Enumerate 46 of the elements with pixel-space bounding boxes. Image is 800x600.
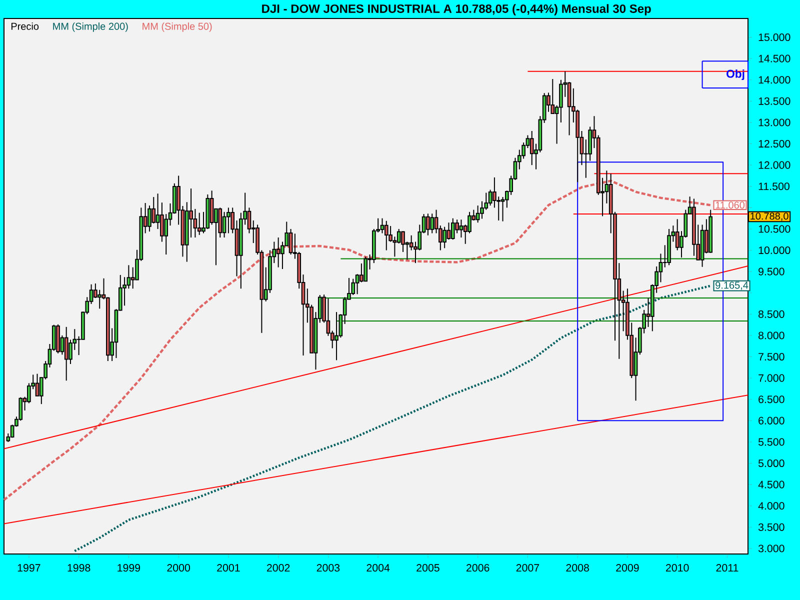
y-tick-label: 11.500 [758,182,790,190]
y-tick-label: 14.000 [758,76,790,84]
y-tick-label: 14.500 [758,54,790,62]
x-tick-label: 2001 [217,564,240,572]
x-tick-label: 2005 [416,564,440,572]
data-label: 11.060 [716,202,745,209]
y-tick-label: 6.500 [758,396,784,404]
x-tick-label: 1999 [118,564,140,572]
y-tick-label: 13.000 [758,118,790,126]
x-tick-label: 2011 [716,564,738,572]
y-tick-label: 9.500 [758,268,784,276]
y-tick-label: 13.500 [758,97,790,105]
data-label: 9.165,4 [716,282,748,290]
y-tick-label: 15.000 [758,34,790,42]
x-tick-label: 1997 [18,564,40,572]
y-tick-label: 5.000 [758,459,784,468]
x-tick-label: 2004 [366,564,390,572]
x-tick-label: 1998 [68,564,90,572]
y-tick-label: 4.000 [758,502,784,510]
y-tick-label: 8.500 [758,310,784,318]
y-tick-label: 4.500 [758,480,784,488]
x-tick-label: 2010 [666,564,689,572]
y-tick-label: 12.000 [758,161,790,169]
text: MM (Simple 200) [53,22,128,32]
x-tick-label: 2002 [267,564,290,572]
text: MM (Simple 50) [142,22,212,32]
y-tick-label: 3.500 [758,523,784,531]
annotation: Obj [726,69,744,80]
y-tick-label: 6.000 [758,416,784,424]
chart-title: DJI - DOW JONES INDUSTRIAL A 10.788,05 (-0,44%) Mensual 30 Sep [262,4,651,16]
x-tick-label: 2006 [466,564,490,572]
y-tick-label: 7.000 [758,374,784,382]
x-tick-label: 2000 [167,564,190,572]
x-tick-label: 2008 [566,564,589,572]
y-tick-label: 7.500 [758,352,784,361]
y-tick-label: 10.500 [758,225,790,233]
x-tick-label: 2007 [516,564,540,572]
y-tick-label: 5.500 [758,438,784,446]
y-tick-label: 10.000 [758,246,790,254]
y-tick-label: 8.000 [758,332,784,340]
y-tick-label: 3.000 [758,544,784,552]
text: Precio [11,22,39,30]
text: 10.788,0 [750,212,788,221]
x-tick-label: 2009 [616,564,639,572]
y-tick-label: 12.500 [758,140,790,148]
x-tick-label: 2003 [316,564,340,572]
